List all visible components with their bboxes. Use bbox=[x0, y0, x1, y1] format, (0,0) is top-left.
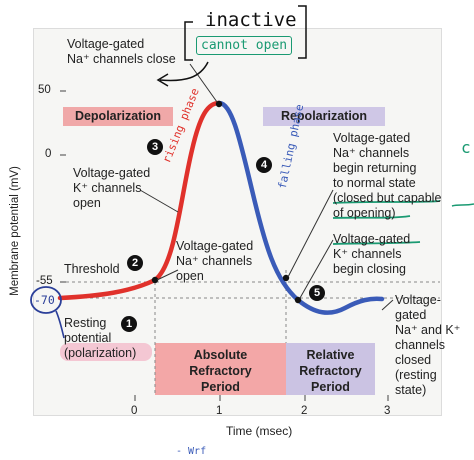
step-marker-4-text: 4 bbox=[260, 159, 268, 171]
k-closing-line1: Voltage-gated bbox=[333, 232, 411, 246]
resting-state-pointer bbox=[381, 299, 394, 311]
repolarization-label: Repolarization bbox=[280, 109, 368, 123]
k-closing-line3: begin closing bbox=[333, 262, 406, 276]
absolute-refractory-line3: Period bbox=[201, 380, 240, 394]
y-axis-label: Membrane potential (mV) bbox=[9, 166, 21, 296]
k-open-pointer bbox=[139, 189, 179, 213]
resting-state-line2: gated bbox=[395, 308, 427, 322]
na-returning-line4: to normal state bbox=[333, 176, 416, 190]
resting-potential-line3: (polarization) bbox=[64, 346, 137, 360]
depolarization-label: Depolarization bbox=[74, 109, 162, 123]
green-underline-1 bbox=[332, 200, 441, 204]
minus70-circle bbox=[30, 286, 62, 314]
peak-dot bbox=[215, 100, 223, 108]
step-marker-4: 4 bbox=[256, 157, 272, 173]
inactive-arrow bbox=[156, 61, 209, 87]
y-tick-50: 50 bbox=[38, 84, 51, 96]
green-underline-3 bbox=[332, 241, 421, 245]
threshold-dot bbox=[151, 276, 159, 284]
handwritten-cannot-open: cannot open bbox=[196, 36, 293, 55]
k-open-line1: Voltage-gated bbox=[73, 166, 151, 180]
relative-refractory-box: Relative Refractory Period bbox=[286, 343, 375, 395]
resting-state-line3: Na⁺ and K⁺ bbox=[395, 323, 461, 337]
y-tick-minus55: -55 bbox=[36, 275, 53, 287]
na-open-line1: Voltage-gated bbox=[176, 239, 254, 253]
threshold-label: Threshold bbox=[64, 262, 120, 276]
step-marker-3: 3 bbox=[147, 139, 163, 155]
step-marker-5-text: 5 bbox=[313, 287, 321, 299]
x-tick-1: 1 bbox=[216, 405, 223, 417]
resting-state-annotation: Voltage- gated Na⁺ and K⁺ channels close… bbox=[395, 293, 460, 398]
handwritten-edge-scribble: c bbox=[461, 138, 471, 157]
resting-potential-line2: potential bbox=[64, 331, 112, 345]
na-open-pointer bbox=[156, 269, 179, 281]
resting-state-line5: closed bbox=[395, 353, 432, 367]
na-open-line2: Na⁺ channels bbox=[176, 254, 253, 268]
step-marker-2: 2 bbox=[127, 255, 143, 271]
absolute-refractory-line2: Refractory bbox=[189, 364, 252, 378]
relative-refractory-line1: Relative bbox=[306, 348, 355, 362]
step-marker-1-text: 1 bbox=[125, 318, 133, 330]
peak-pointer bbox=[189, 63, 218, 103]
peak-annotation: Voltage-gated Na⁺ channels close bbox=[67, 37, 176, 67]
resting-state-line6: (resting bbox=[395, 368, 437, 382]
rising-phase-curve bbox=[57, 100, 222, 301]
step-marker-2-text: 2 bbox=[131, 257, 139, 269]
na-returning-line6: of opening) bbox=[333, 206, 396, 220]
peak-annotation-line2: Na⁺ channels close bbox=[67, 52, 176, 66]
relative-refractory-line3: Period bbox=[311, 380, 350, 394]
step-marker-5: 5 bbox=[309, 285, 325, 301]
repolarization-box: Repolarization bbox=[263, 107, 385, 126]
na-returning-line1: Voltage-gated bbox=[333, 131, 411, 145]
minus70-connector bbox=[55, 310, 65, 339]
k-closing-annotation: Voltage-gated K⁺ channels begin closing bbox=[333, 232, 410, 277]
green-underline-2 bbox=[332, 215, 411, 219]
x-tick-0: 0 bbox=[131, 405, 138, 417]
resting-highlight bbox=[60, 343, 152, 361]
handwritten-bottom-scribble: - Wrf bbox=[176, 446, 207, 457]
falling-phase-curve bbox=[216, 100, 385, 315]
x-axis-label: Time (msec) bbox=[226, 424, 293, 438]
na-open-annotation: Voltage-gated Na⁺ channels open bbox=[176, 239, 253, 284]
na-returning-pointer bbox=[287, 189, 334, 278]
k-open-line2: K⁺ channels bbox=[73, 181, 142, 195]
k-closing-line2: K⁺ channels bbox=[333, 247, 402, 261]
na-returning-dot bbox=[282, 274, 290, 282]
edge-squiggle bbox=[451, 203, 474, 207]
x-tick-3: 3 bbox=[384, 405, 391, 417]
resting-state-line1: Voltage- bbox=[395, 293, 441, 307]
x-tick-2: 2 bbox=[301, 405, 308, 417]
k-closing-dot bbox=[294, 296, 302, 304]
peak-annotation-line1: Voltage-gated bbox=[67, 37, 145, 51]
na-returning-annotation: Voltage-gated Na⁺ channels begin returni… bbox=[333, 131, 441, 221]
na-open-line3: open bbox=[176, 269, 204, 283]
absolute-refractory-box: Absolute Refractory Period bbox=[155, 343, 286, 395]
inactive-bracket bbox=[184, 5, 307, 61]
relative-refractory-line2: Refractory bbox=[299, 364, 362, 378]
absolute-refractory-line1: Absolute bbox=[193, 348, 248, 362]
k-open-line3: open bbox=[73, 196, 101, 210]
step-marker-1: 1 bbox=[121, 316, 137, 332]
na-returning-line3: begin returning bbox=[333, 161, 417, 175]
na-returning-line2: Na⁺ channels bbox=[333, 146, 410, 160]
k-open-annotation: Voltage-gated K⁺ channels open bbox=[73, 166, 150, 211]
step-marker-3-text: 3 bbox=[151, 141, 159, 153]
resting-potential-annotation: Resting potential (polarization) bbox=[64, 316, 136, 361]
resting-potential-line1: Resting bbox=[64, 316, 107, 330]
resting-state-line4: channels bbox=[395, 338, 446, 352]
handwritten-inactive: inactive bbox=[205, 9, 297, 31]
depolarization-box: Depolarization bbox=[63, 107, 173, 126]
y-tick-0: 0 bbox=[45, 148, 52, 160]
y-tick-minus70: -70 bbox=[34, 293, 55, 307]
na-returning-line5: (closed but capable bbox=[333, 191, 442, 205]
resting-state-line7: state) bbox=[395, 383, 427, 397]
k-closing-pointer bbox=[299, 239, 334, 299]
